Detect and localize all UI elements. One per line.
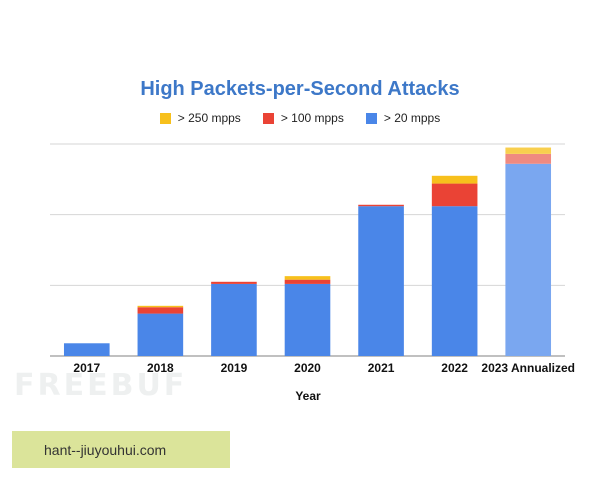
caption-box: hant--jiuyouhui.com xyxy=(12,431,230,468)
legend: > 250 mpps > 100 mpps > 20 mpps xyxy=(0,111,600,125)
legend-swatch-100 xyxy=(262,112,274,124)
bar-2020-series-3 xyxy=(284,276,331,280)
x-tick-label: 2018 xyxy=(147,361,174,375)
bar-2020-series-1 xyxy=(284,283,331,356)
legend-item-250: > 250 mpps xyxy=(159,111,241,125)
bar-2018-series-3 xyxy=(137,305,184,308)
legend-label-100: > 100 mpps xyxy=(280,111,344,125)
bar-2023-series-3 xyxy=(505,147,552,154)
bar-2023-series-2 xyxy=(505,153,552,164)
legend-label-20: > 20 mpps xyxy=(383,111,441,125)
x-axis-title: Year xyxy=(295,389,321,403)
bar-2021-series-2 xyxy=(358,204,404,207)
bar-2018-series-2 xyxy=(137,307,184,314)
bar-2019-series-1 xyxy=(211,283,257,356)
legend-item-20: > 20 mpps xyxy=(365,111,441,125)
legend-swatch-250 xyxy=(159,112,171,124)
x-tick-label: 2023 Annualized xyxy=(481,361,575,375)
bar-2018-series-1 xyxy=(137,313,184,356)
bar-2019-series-2 xyxy=(211,281,257,284)
bar-2021-series-1 xyxy=(358,206,404,356)
legend-label-250: > 250 mpps xyxy=(177,111,241,125)
bar-2017-series-1 xyxy=(63,343,110,356)
x-tick-label: 2021 xyxy=(368,361,395,375)
bar-2020-series-2 xyxy=(284,279,331,284)
legend-swatch-20 xyxy=(365,112,377,124)
bar-2022-series-1 xyxy=(431,206,478,356)
x-tick-label: 2017 xyxy=(73,361,100,375)
x-tick-label: 2019 xyxy=(221,361,248,375)
x-tick-label: 2020 xyxy=(294,361,321,375)
watermark-logo: FREEBUF xyxy=(14,368,188,403)
bar-2022-series-3 xyxy=(431,175,478,184)
legend-item-100: > 100 mpps xyxy=(262,111,344,125)
caption-text: hant--jiuyouhui.com xyxy=(44,441,167,458)
bar-2022-series-2 xyxy=(431,183,478,207)
bar-2023-series-1 xyxy=(505,163,552,356)
chart-title: High Packets-per-Second Attacks xyxy=(140,78,460,100)
x-tick-label: 2022 xyxy=(441,361,468,375)
